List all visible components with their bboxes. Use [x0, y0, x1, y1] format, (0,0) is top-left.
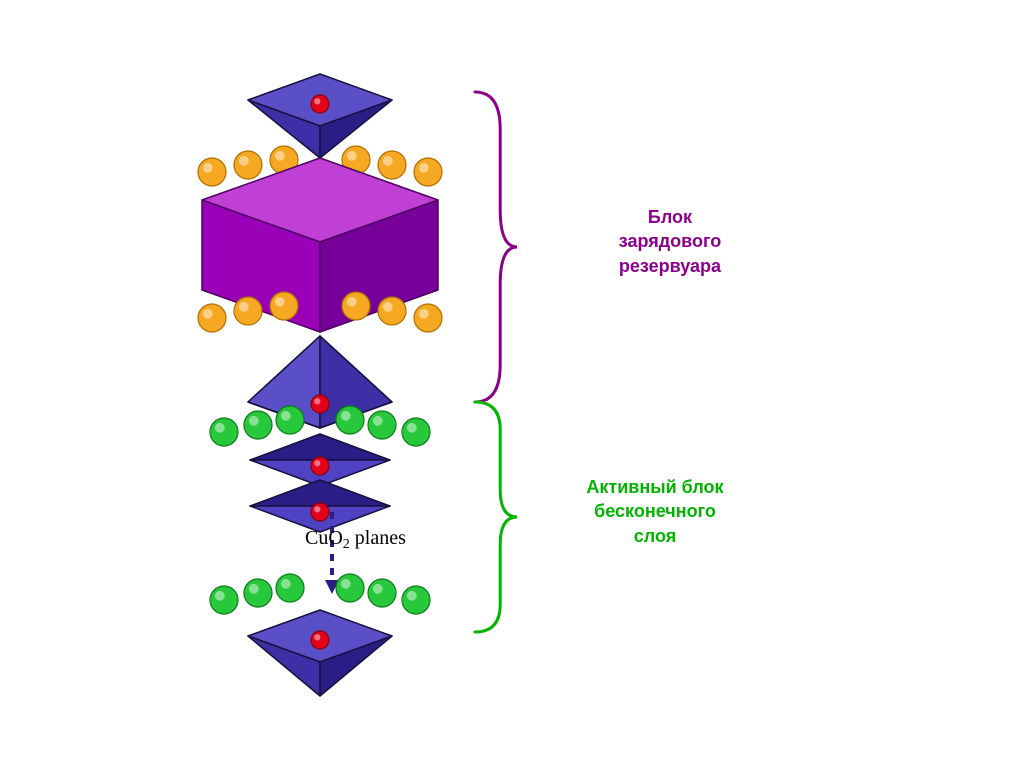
- label-reservoir: Блокзарядовогорезервуара: [580, 205, 760, 278]
- label-active: Активный блокбесконечногослоя: [555, 475, 755, 548]
- diagram-canvas: CuO2 planes: [0, 0, 1024, 767]
- svg-text:CuO2 planes: CuO2 planes: [305, 527, 406, 552]
